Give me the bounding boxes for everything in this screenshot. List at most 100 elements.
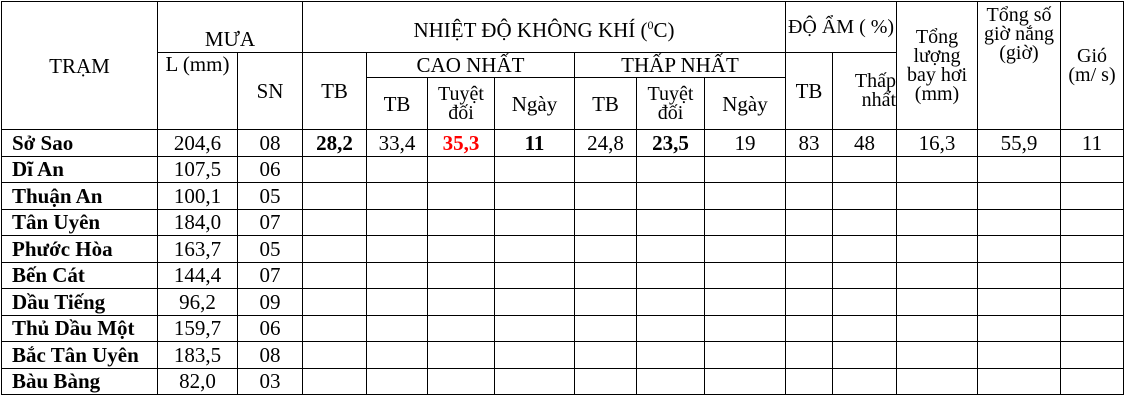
cell-max-abs	[427, 288, 495, 316]
header-min-day: Ngày	[704, 77, 786, 130]
cell-min-tb	[574, 182, 637, 210]
header-rain-sn: SN	[237, 52, 303, 130]
cell-min-tb	[574, 208, 637, 236]
temp-sup: 0	[647, 17, 654, 32]
temp-label: NHIỆT ĐỘ KHÔNG KHÍ (	[413, 17, 648, 42]
cell-sn: 08	[237, 129, 303, 157]
cell-station: Thủ Dầu Một	[1, 314, 158, 342]
header-max-abs: Tuyệt đối	[427, 77, 495, 130]
cell-max-tb	[366, 261, 428, 289]
cell-wind	[1060, 182, 1124, 210]
cell-min-tb	[574, 155, 637, 183]
header-hum-min: Thấp nhất	[832, 52, 897, 130]
cell-station: Sở Sao	[1, 129, 158, 157]
cell-evap	[896, 261, 978, 289]
cell-t-tb	[302, 235, 367, 263]
header-min: THẤP NHẤT	[574, 52, 786, 78]
cell-hum-tb	[785, 182, 833, 210]
cell-t-tb	[302, 155, 367, 183]
cell-sn: 05	[237, 235, 303, 263]
cell-sun	[977, 155, 1061, 183]
cell-hum-tb	[785, 341, 833, 369]
cell-t-tb	[302, 182, 367, 210]
cell-t-tb	[302, 367, 367, 395]
cell-min-day: 19	[704, 129, 786, 157]
cell-max-day	[494, 208, 575, 236]
cell-sun: 55,9	[977, 129, 1061, 157]
cell-max-day	[494, 288, 575, 316]
cell-evap	[896, 314, 978, 342]
cell-evap	[896, 208, 978, 236]
temp-unit: C)	[653, 17, 675, 42]
header-temperature: NHIỆT ĐỘ KHÔNG KHÍ (0C)	[302, 1, 786, 53]
header-hum-tb: TB	[785, 52, 833, 130]
table-row: Bến Cát 144,4 07	[1, 261, 1124, 289]
cell-max-day	[494, 235, 575, 263]
table-row: Sở Sao 204,6 08 28,2 33,4 35,3 11 24,8 23,5 19 83 4…	[1, 129, 1124, 157]
header-wind: Gió (m/ s)	[1060, 1, 1124, 130]
cell-max-tb	[366, 208, 428, 236]
cell-sn: 08	[237, 341, 303, 369]
cell-hum-tb	[785, 261, 833, 289]
cell-wind	[1060, 155, 1124, 183]
cell-max-day	[494, 314, 575, 342]
cell-hum-min	[832, 341, 897, 369]
cell-l: 107,5	[157, 155, 238, 183]
cell-wind: 11	[1060, 129, 1124, 157]
cell-sn: 09	[237, 288, 303, 316]
header-evaporation: Tổng lượng bay hơi (mm)	[896, 1, 978, 130]
cell-max-day	[494, 182, 575, 210]
header-max: CAO NHẤT	[366, 52, 575, 78]
table-row: Thủ Dầu Một 159,7 06	[1, 314, 1124, 342]
cell-max-tb	[366, 314, 428, 342]
cell-sun	[977, 314, 1061, 342]
cell-hum-tb	[785, 288, 833, 316]
cell-min-day	[704, 341, 786, 369]
cell-max-abs	[427, 208, 495, 236]
header-sunshine: Tổng số giờ nắng (giờ)	[977, 1, 1061, 130]
cell-max-tb: 33,4	[366, 129, 428, 157]
cell-min-tb	[574, 341, 637, 369]
cell-max-day: 11	[494, 129, 575, 157]
cell-station: Thuận An	[1, 182, 158, 210]
cell-hum-min	[832, 288, 897, 316]
cell-hum-tb: 83	[785, 129, 833, 157]
cell-min-tb	[574, 288, 637, 316]
cell-l: 163,7	[157, 235, 238, 263]
header-min-tb: TB	[574, 77, 637, 130]
cell-hum-min	[832, 314, 897, 342]
cell-hum-min	[832, 182, 897, 210]
cell-sun	[977, 367, 1061, 395]
cell-min-abs: 23,5	[636, 129, 705, 157]
cell-hum-tb	[785, 208, 833, 236]
header-min-abs: Tuyệt đối	[636, 77, 705, 130]
cell-min-day	[704, 261, 786, 289]
cell-evap	[896, 288, 978, 316]
cell-hum-min	[832, 235, 897, 263]
cell-station: Phước Hòa	[1, 235, 158, 263]
table-row: Dầu Tiếng 96,2 09	[1, 288, 1124, 316]
cell-sun	[977, 208, 1061, 236]
cell-max-day	[494, 367, 575, 395]
cell-min-day	[704, 155, 786, 183]
cell-t-tb	[302, 341, 367, 369]
cell-max-abs: 35,3	[427, 129, 495, 157]
cell-min-abs	[636, 182, 705, 210]
cell-min-day	[704, 182, 786, 210]
cell-sn: 03	[237, 367, 303, 395]
cell-l: 82,0	[157, 367, 238, 395]
cell-min-tb	[574, 235, 637, 263]
cell-evap	[896, 341, 978, 369]
cell-max-tb	[366, 367, 428, 395]
cell-sn: 07	[237, 261, 303, 289]
cell-sun	[977, 261, 1061, 289]
cell-min-tb: 24,8	[574, 129, 637, 157]
header-temp-tb: TB	[302, 52, 367, 130]
cell-hum-min	[832, 208, 897, 236]
cell-l: 184,0	[157, 208, 238, 236]
cell-t-tb	[302, 261, 367, 289]
cell-max-abs	[427, 261, 495, 289]
cell-wind	[1060, 208, 1124, 236]
cell-sun	[977, 288, 1061, 316]
cell-t-tb	[302, 288, 367, 316]
